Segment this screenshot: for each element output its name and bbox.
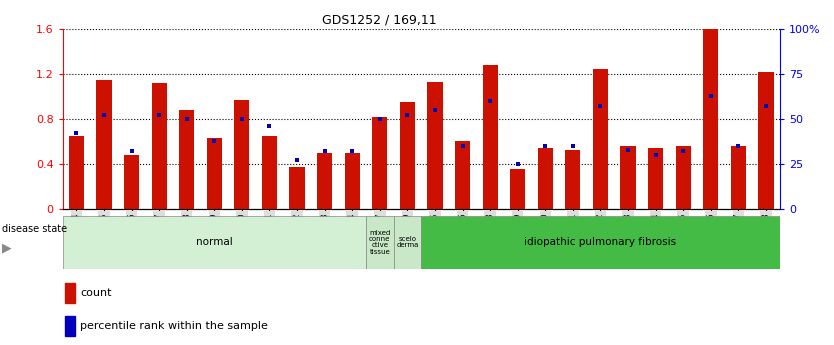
Point [345, 149, 359, 154]
Point [539, 143, 552, 149]
Bar [483, 65, 498, 209]
Point [429, 107, 442, 113]
Text: GSM37405: GSM37405 [99, 212, 108, 258]
Text: count: count [80, 288, 112, 298]
Text: GSM37421: GSM37421 [569, 212, 577, 258]
Bar [731, 146, 746, 209]
Point [759, 104, 772, 109]
Text: GSM37418: GSM37418 [485, 212, 495, 258]
Text: GSM37416: GSM37416 [458, 212, 467, 258]
Bar [565, 150, 580, 209]
Bar [262, 136, 277, 209]
Bar [179, 110, 194, 209]
Bar [399, 102, 415, 209]
Bar [593, 69, 608, 209]
Text: disease state: disease state [2, 224, 67, 234]
Text: idiopathic pulmonary fibrosis: idiopathic pulmonary fibrosis [525, 237, 676, 247]
Point [676, 149, 690, 154]
Point [263, 124, 276, 129]
Point [594, 104, 607, 109]
Point [153, 113, 166, 118]
Bar [538, 148, 553, 209]
Bar [234, 100, 249, 209]
Text: GSM37411: GSM37411 [265, 212, 274, 258]
Bar [65, 316, 75, 336]
Point [704, 93, 717, 98]
Point [649, 152, 662, 158]
Text: GSM37412: GSM37412 [293, 212, 302, 258]
Text: mixed
conne
ctive
tissue: mixed conne ctive tissue [369, 230, 390, 255]
Bar [344, 152, 359, 209]
Bar [152, 83, 167, 209]
Text: GSM37408: GSM37408 [182, 212, 191, 258]
Bar [289, 167, 304, 209]
Point [484, 98, 497, 104]
Text: GSM37425: GSM37425 [679, 212, 688, 258]
Text: GSM37422: GSM37422 [596, 212, 605, 258]
Point [400, 113, 414, 118]
Bar [427, 82, 443, 209]
Bar [65, 283, 75, 303]
Text: GSM37426: GSM37426 [706, 212, 716, 258]
Text: GSM37427: GSM37427 [734, 212, 743, 258]
Point [566, 143, 580, 149]
Point [621, 147, 635, 152]
Bar [372, 117, 387, 209]
Point [731, 143, 745, 149]
Text: GSM37410: GSM37410 [238, 212, 246, 258]
FancyBboxPatch shape [421, 216, 780, 269]
Point [180, 116, 193, 122]
Point [456, 143, 470, 149]
Text: GSM37429: GSM37429 [403, 212, 412, 258]
Bar [97, 80, 112, 209]
Text: GSM37420: GSM37420 [540, 212, 550, 258]
Bar [620, 146, 636, 209]
Text: GSM37407: GSM37407 [154, 212, 163, 258]
Text: GSM37414: GSM37414 [348, 212, 357, 258]
Text: GSM37423: GSM37423 [624, 212, 632, 258]
Text: GSM37419: GSM37419 [513, 212, 522, 258]
Text: GSM37404: GSM37404 [72, 212, 81, 258]
Bar [510, 169, 525, 209]
Point [290, 158, 304, 163]
Text: scelo
derma: scelo derma [396, 236, 419, 248]
Bar [124, 155, 139, 209]
Text: GSM37424: GSM37424 [651, 212, 661, 258]
Point [235, 116, 249, 122]
Bar [455, 141, 470, 209]
FancyBboxPatch shape [366, 216, 394, 269]
Text: normal: normal [196, 237, 233, 247]
Bar [648, 148, 663, 209]
Bar [207, 138, 222, 209]
FancyBboxPatch shape [394, 216, 421, 269]
Text: GDS1252 / 169,11: GDS1252 / 169,11 [322, 14, 437, 27]
Text: GSM37413: GSM37413 [320, 212, 329, 258]
Point [125, 149, 138, 154]
Point [373, 116, 386, 122]
Point [208, 138, 221, 143]
Bar [676, 146, 691, 209]
Point [318, 149, 331, 154]
Text: percentile rank within the sample: percentile rank within the sample [80, 321, 268, 331]
Bar [703, 29, 718, 209]
Text: GSM37417: GSM37417 [375, 212, 384, 258]
Bar [68, 136, 84, 209]
Bar [758, 72, 774, 209]
Text: ▶: ▶ [2, 241, 12, 254]
Point [98, 113, 111, 118]
FancyBboxPatch shape [63, 216, 366, 269]
Text: GSM37406: GSM37406 [127, 212, 136, 258]
Text: GSM37415: GSM37415 [430, 212, 440, 258]
Point [70, 131, 83, 136]
Text: GSM37409: GSM37409 [210, 212, 219, 258]
Bar [317, 152, 332, 209]
Text: GSM37428: GSM37428 [761, 212, 771, 258]
Point [511, 161, 525, 167]
